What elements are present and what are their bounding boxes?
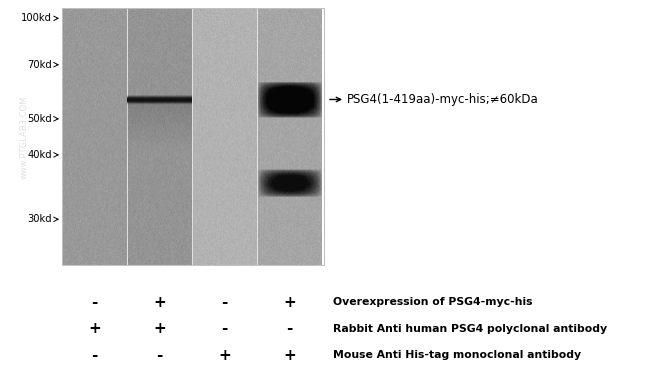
Text: +: +: [88, 321, 101, 337]
Text: +: +: [283, 295, 296, 310]
Text: Overexpression of PSG4-myc-his: Overexpression of PSG4-myc-his: [333, 297, 532, 307]
Text: -: -: [221, 295, 228, 310]
Text: +: +: [218, 348, 231, 363]
Text: Rabbit Anti human PSG4 polyclonal antibody: Rabbit Anti human PSG4 polyclonal antibo…: [333, 324, 607, 334]
Text: 40kd: 40kd: [27, 150, 52, 160]
Text: 100kd: 100kd: [21, 14, 52, 23]
Text: -: -: [221, 321, 228, 337]
Text: 30kd: 30kd: [27, 214, 52, 224]
Text: -: -: [91, 295, 98, 310]
Text: 70kd: 70kd: [27, 60, 52, 70]
Text: -: -: [91, 348, 98, 363]
Text: 50kd: 50kd: [27, 114, 52, 124]
Text: www.PTGLAB3.COM: www.PTGLAB3.COM: [20, 95, 29, 178]
Text: +: +: [153, 295, 166, 310]
Text: -: -: [286, 321, 292, 337]
Text: +: +: [153, 321, 166, 337]
Text: Mouse Anti His-tag monoclonal antibody: Mouse Anti His-tag monoclonal antibody: [333, 350, 581, 360]
Text: PSG4(1-419aa)-myc-his;≠60kDa: PSG4(1-419aa)-myc-his;≠60kDa: [347, 93, 539, 106]
Text: +: +: [283, 348, 296, 363]
Text: -: -: [156, 348, 162, 363]
